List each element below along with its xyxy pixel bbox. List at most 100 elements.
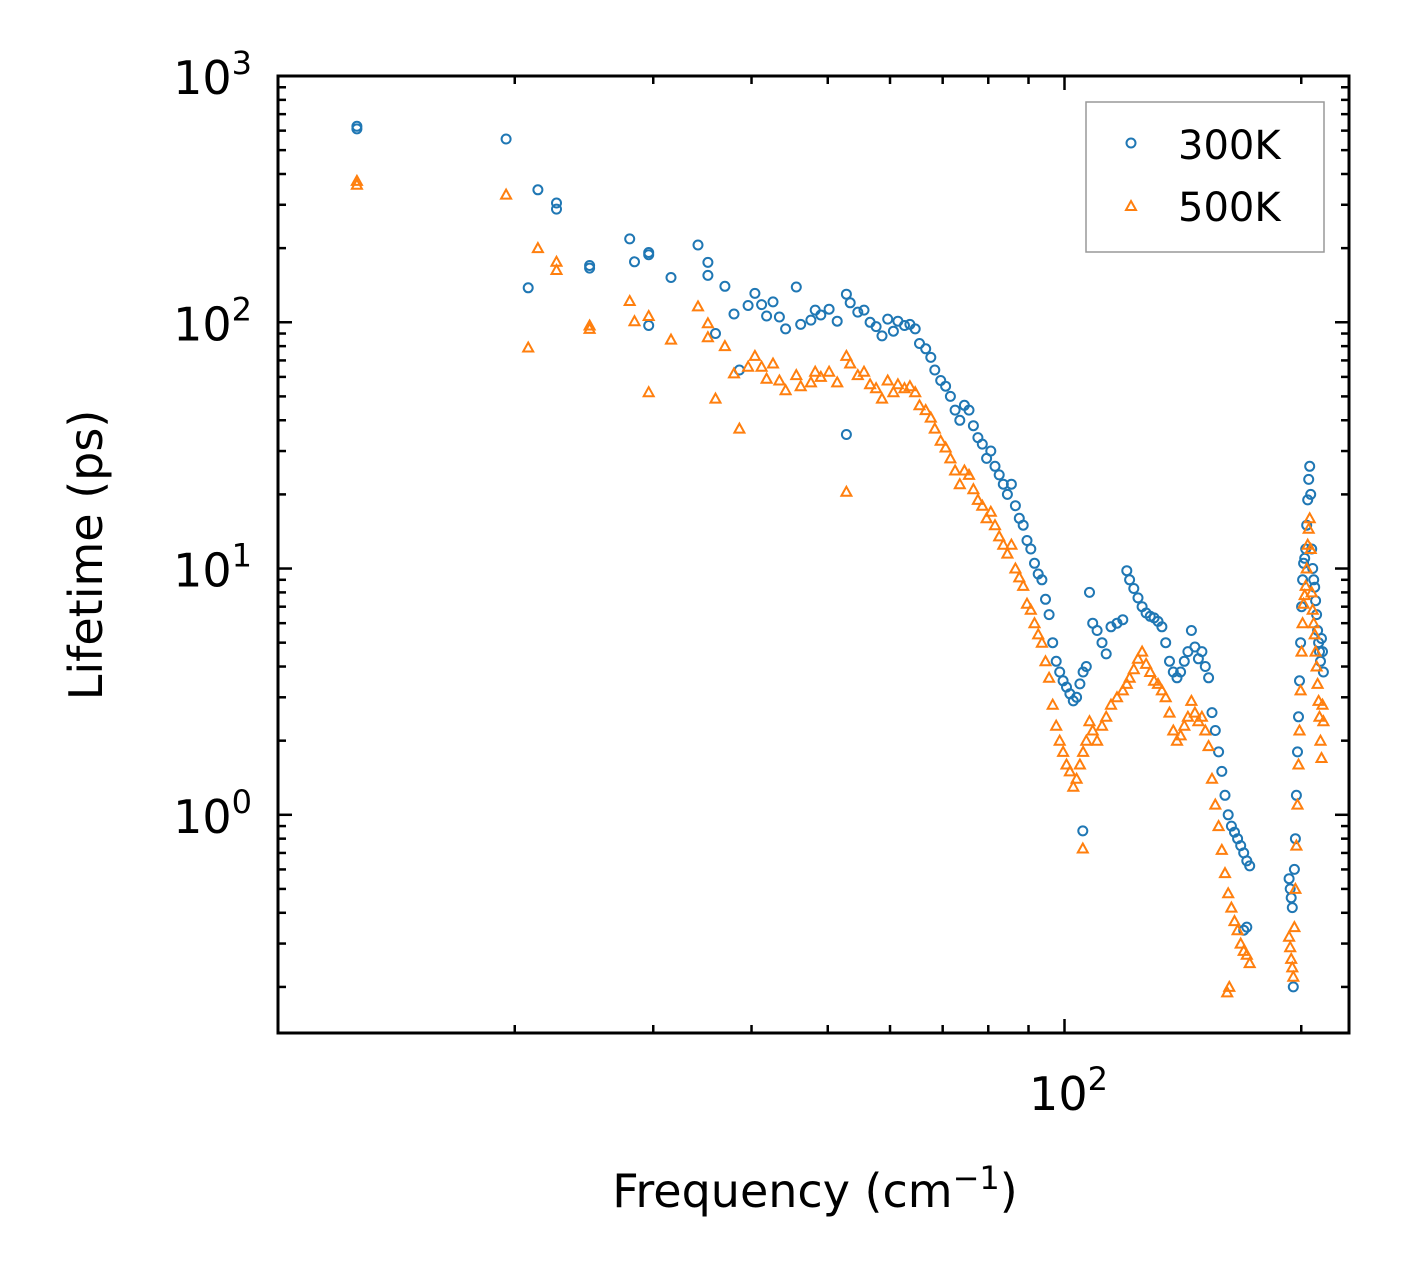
point-300k-1 (351, 123, 363, 135)
point-300k-4 (532, 184, 544, 196)
point-500k-36 (839, 348, 854, 361)
point-500k-114 (1177, 718, 1191, 731)
point-500k-124 (1211, 819, 1226, 832)
point-300k-78 (1036, 574, 1048, 586)
point-500k-117 (1188, 705, 1202, 718)
point-500k-20 (732, 421, 747, 434)
point-500k-73 (1020, 596, 1034, 609)
point-300k-173 (1317, 666, 1329, 678)
point-500k-42 (875, 391, 889, 404)
point-500k-16 (701, 330, 715, 343)
point-500k-98 (1116, 683, 1130, 696)
point-500k-77 (1035, 635, 1049, 648)
point-500k-25 (766, 356, 780, 369)
point-500k-87 (1069, 771, 1084, 784)
point-300k-126 (1216, 765, 1228, 777)
point-300k-9 (624, 233, 636, 245)
point-500k-148 (1292, 723, 1307, 736)
point-500k-44 (886, 385, 901, 398)
point-300k-23 (749, 287, 761, 299)
x-axis-label-end: ) (1000, 1164, 1018, 1218)
point-500k-24 (759, 371, 774, 384)
point-300k-79 (1040, 593, 1051, 605)
point-500k-126 (1218, 866, 1232, 879)
point-500k-9 (623, 293, 637, 306)
point-300k-99 (1117, 614, 1129, 626)
point-500k-45 (891, 377, 905, 390)
point-500k-131 (1234, 936, 1248, 949)
point-300k-45 (887, 325, 899, 337)
point-500k-54 (938, 440, 953, 453)
point-500k-23 (754, 359, 769, 372)
point-500k-68 (1000, 546, 1015, 559)
point-300k-94 (1091, 625, 1103, 636)
y-tick-label-base: 10 (173, 51, 232, 105)
point-500k-90 (1079, 733, 1093, 746)
point-300k-30 (795, 318, 807, 330)
point-300k-43 (876, 330, 888, 342)
point-500k-66 (992, 529, 1006, 542)
point-300k-44 (882, 313, 894, 325)
point-500k-172 (1316, 714, 1331, 727)
point-500k-52 (928, 421, 942, 434)
point-500k-158 (1303, 511, 1317, 524)
point-500k-105 (1143, 664, 1157, 677)
point-500k-111 (1166, 723, 1180, 736)
legend-marker-500k (1124, 198, 1138, 211)
point-300k-143 (1287, 981, 1299, 993)
point-500k-69 (1004, 537, 1019, 550)
point-500k-49 (912, 398, 927, 411)
point-500k-141 (1285, 960, 1299, 973)
point-300k-82 (1050, 655, 1062, 667)
point-500k-99 (1120, 676, 1134, 689)
point-300k-122 (1203, 672, 1215, 684)
legend: 300K 500K (1085, 101, 1325, 253)
point-500k-75 (1027, 616, 1042, 629)
point-300k-124 (1209, 725, 1221, 736)
point-500k-159 (1304, 541, 1318, 554)
point-300k-125 (1213, 746, 1225, 758)
point-500k-34 (830, 375, 844, 388)
point-300k-158 (1303, 473, 1315, 485)
point-500k-70 (1008, 561, 1023, 574)
point-500k-17 (708, 391, 723, 404)
point-500k-130 (1230, 923, 1245, 936)
point-500k-97 (1110, 690, 1124, 703)
point-300k-69 (1001, 488, 1013, 500)
point-500k-76 (1031, 627, 1045, 640)
point-500k-163 (1308, 627, 1322, 640)
y-tick-label-base: 10 (173, 297, 232, 351)
y-tick-label-exponent: 2 (232, 290, 252, 328)
point-300k-61 (967, 420, 979, 432)
point-500k-22 (748, 348, 762, 361)
point-500k-85 (1063, 764, 1077, 777)
point-300k-76 (1029, 557, 1040, 569)
point-500k-135 (1076, 841, 1090, 854)
point-500k-65 (988, 518, 1002, 531)
point-300k-152 (1297, 574, 1309, 586)
point-500k-96 (1104, 697, 1118, 710)
point-500k-67 (996, 537, 1010, 550)
point-500k-107 (1151, 676, 1165, 689)
point-300k-12 (643, 249, 655, 261)
point-300k-139 (1283, 873, 1295, 885)
point-300k-14 (665, 272, 677, 283)
point-300k-109 (1156, 621, 1168, 633)
scatter-points (350, 120, 1331, 998)
point-500k-164 (1308, 644, 1323, 657)
point-500k-168 (1312, 709, 1327, 722)
point-300k-138 (1241, 921, 1253, 933)
point-500k-94 (1095, 718, 1109, 731)
point-300k-58 (954, 414, 966, 426)
point-500k-129 (1227, 914, 1242, 927)
point-300k-29 (790, 281, 802, 293)
y-tick-label-100: 102 (173, 290, 252, 351)
point-500k-133 (1240, 947, 1254, 960)
point-300k-40 (858, 304, 870, 316)
point-300k-16 (702, 256, 714, 268)
point-500k-152 (1296, 596, 1311, 609)
plot-frame (276, 74, 1351, 1035)
point-300k-81 (1047, 637, 1059, 649)
point-300k-57 (949, 404, 961, 416)
